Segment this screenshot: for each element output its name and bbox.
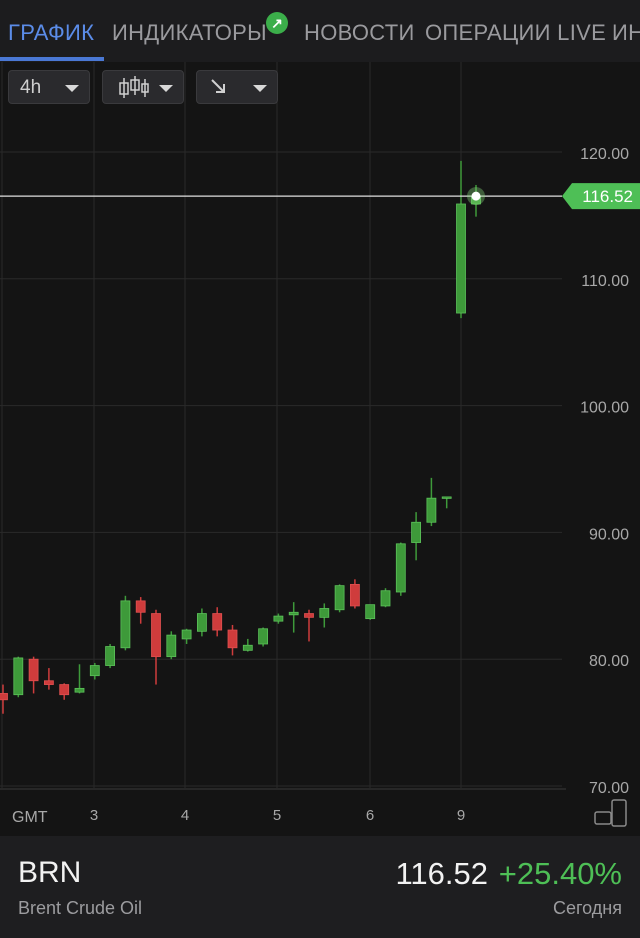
y-axis-tick-label: 100.00 [580, 400, 629, 417]
timezone-label: GMT [12, 809, 48, 826]
active-tab-indicator [0, 57, 104, 61]
candle-up [319, 608, 330, 618]
candle-up [456, 203, 466, 314]
tab-live-operations[interactable]: ОПЕРАЦИИ LIVE [425, 20, 607, 45]
chart-type-dropdown[interactable] [102, 70, 184, 104]
candle-up [426, 497, 437, 523]
candle-up [196, 613, 207, 632]
candlestick-icon [119, 76, 149, 98]
instrument-symbol: BRN [18, 856, 82, 889]
chevron-down-icon [159, 85, 173, 92]
price-change-percent: +25.40% [498, 856, 622, 891]
current-price-dot [471, 191, 481, 201]
candle-down [0, 693, 8, 701]
tab-chart[interactable]: ГРАФИК [8, 20, 95, 45]
current-price-tag-label: 116.52 [582, 187, 633, 206]
candle-up [258, 628, 269, 645]
candle-up [411, 521, 422, 543]
tab-bar: ГРАФИК ИНДИКАТОРЫ ↗ НОВОСТИ ОПЕРАЦИИ LIV… [0, 0, 640, 62]
candle-down [151, 613, 161, 658]
y-axis-tick-label: 90.00 [589, 526, 629, 543]
chart-canvas: 120.00 110.00 100.00 90.00 80.00 70.00 GMT 3 4 5 6… [0, 62, 640, 827]
y-axis-tick-label: 70.00 [589, 780, 629, 797]
candle-up [380, 590, 391, 607]
candle-up [365, 604, 376, 620]
x-axis-tick-label: 6 [366, 807, 374, 824]
x-axis-tick-label: 4 [181, 807, 189, 824]
candle-up [288, 611, 299, 616]
arrow-down-right-icon [211, 79, 225, 93]
candle-down [59, 684, 70, 696]
trend-up-icon: ↗ [266, 12, 288, 34]
y-axis-tick-label: 120.00 [580, 146, 629, 163]
candle-up [74, 687, 85, 693]
x-axis-tick-label: 5 [273, 807, 281, 824]
candle-down [135, 600, 146, 613]
candle-up [395, 543, 406, 593]
x-axis-tick-label: 3 [90, 807, 98, 824]
trend-tool-dropdown[interactable] [196, 70, 278, 104]
current-price-tag [562, 183, 640, 210]
candle-up [120, 600, 131, 649]
candle-down [44, 680, 54, 685]
rotate-screen-icon[interactable] [594, 799, 627, 827]
instrument-name: Brent Crude Oil [18, 898, 143, 918]
tab-indicators[interactable]: ИНДИКАТОРЫ [112, 20, 267, 45]
candle-up [13, 657, 24, 696]
candle-down [212, 613, 223, 631]
candle-up [181, 629, 192, 640]
change-period: Сегодня [553, 898, 622, 918]
tab-news[interactable]: НОВОСТИ [304, 20, 415, 45]
candle-up [89, 665, 100, 677]
chevron-down-icon [253, 85, 267, 92]
candle-up [334, 585, 345, 611]
timeframe-dropdown[interactable]: 4h [8, 70, 90, 104]
y-axis-tick-label: 80.00 [589, 653, 629, 670]
candle-down [28, 658, 39, 682]
candle-up [441, 496, 452, 499]
instrument-summary[interactable]: BRN Brent Crude Oil 116.52 +25.40% Сегод… [0, 836, 640, 938]
y-axis-tick-label: 110.00 [581, 273, 629, 290]
tab-more[interactable]: ИН [612, 20, 640, 45]
candle-up [105, 646, 115, 666]
chevron-down-icon [65, 85, 79, 92]
price-chart[interactable]: 120.00 110.00 100.00 90.00 80.00 70.00 GMT 3 4 5 6… [0, 62, 640, 836]
candle-up [242, 644, 253, 651]
candle-down [227, 629, 238, 649]
timeframe-label: 4h [20, 77, 42, 98]
candle-down [349, 583, 360, 607]
candle-up [273, 615, 284, 622]
candle-up [166, 634, 177, 658]
current-price: 116.52 [395, 856, 488, 891]
candle-down [304, 613, 314, 618]
x-axis-tick-label: 9 [457, 807, 465, 824]
